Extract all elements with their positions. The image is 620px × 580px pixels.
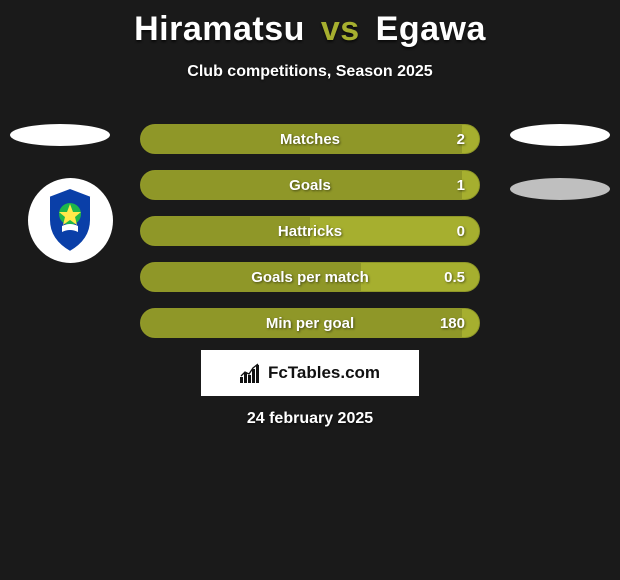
stat-label: Goals per match [141,263,479,291]
vs-text: vs [321,10,360,48]
stat-value: 1 [457,171,465,199]
subtitle: Club competitions, Season 2025 [0,63,620,81]
comparison-card: Hiramatsu vs Egawa Club competitions, Se… [0,0,620,580]
brand-text: FcTables.com [268,363,380,383]
stat-row-min-per-goal: Min per goal 180 [140,308,480,338]
stat-label: Hattricks [141,217,479,245]
date-text: 24 february 2025 [0,410,620,428]
stat-row-hattricks: Hattricks 0 [140,216,480,246]
stat-value: 0 [457,217,465,245]
stats-list: Matches 2 Goals 1 Hattricks 0 Goals per … [140,124,480,354]
stat-row-matches: Matches 2 [140,124,480,154]
player1-placeholder-top [10,124,110,146]
bars-icon [240,363,262,383]
player2-placeholder-top [510,124,610,146]
brand-box: FcTables.com [201,350,419,396]
page-title: Hiramatsu vs Egawa [0,0,620,49]
player1-name: Hiramatsu [134,10,305,48]
stat-value: 2 [457,125,465,153]
stat-value: 180 [440,309,465,337]
club-logo [45,186,95,254]
player2-name: Egawa [376,10,486,48]
stat-value: 0.5 [444,263,465,291]
stat-label: Matches [141,125,479,153]
stat-row-goals: Goals 1 [140,170,480,200]
stat-label: Goals [141,171,479,199]
stat-row-goals-per-match: Goals per match 0.5 [140,262,480,292]
player2-placeholder-bottom [510,178,610,200]
stat-label: Min per goal [141,309,479,337]
